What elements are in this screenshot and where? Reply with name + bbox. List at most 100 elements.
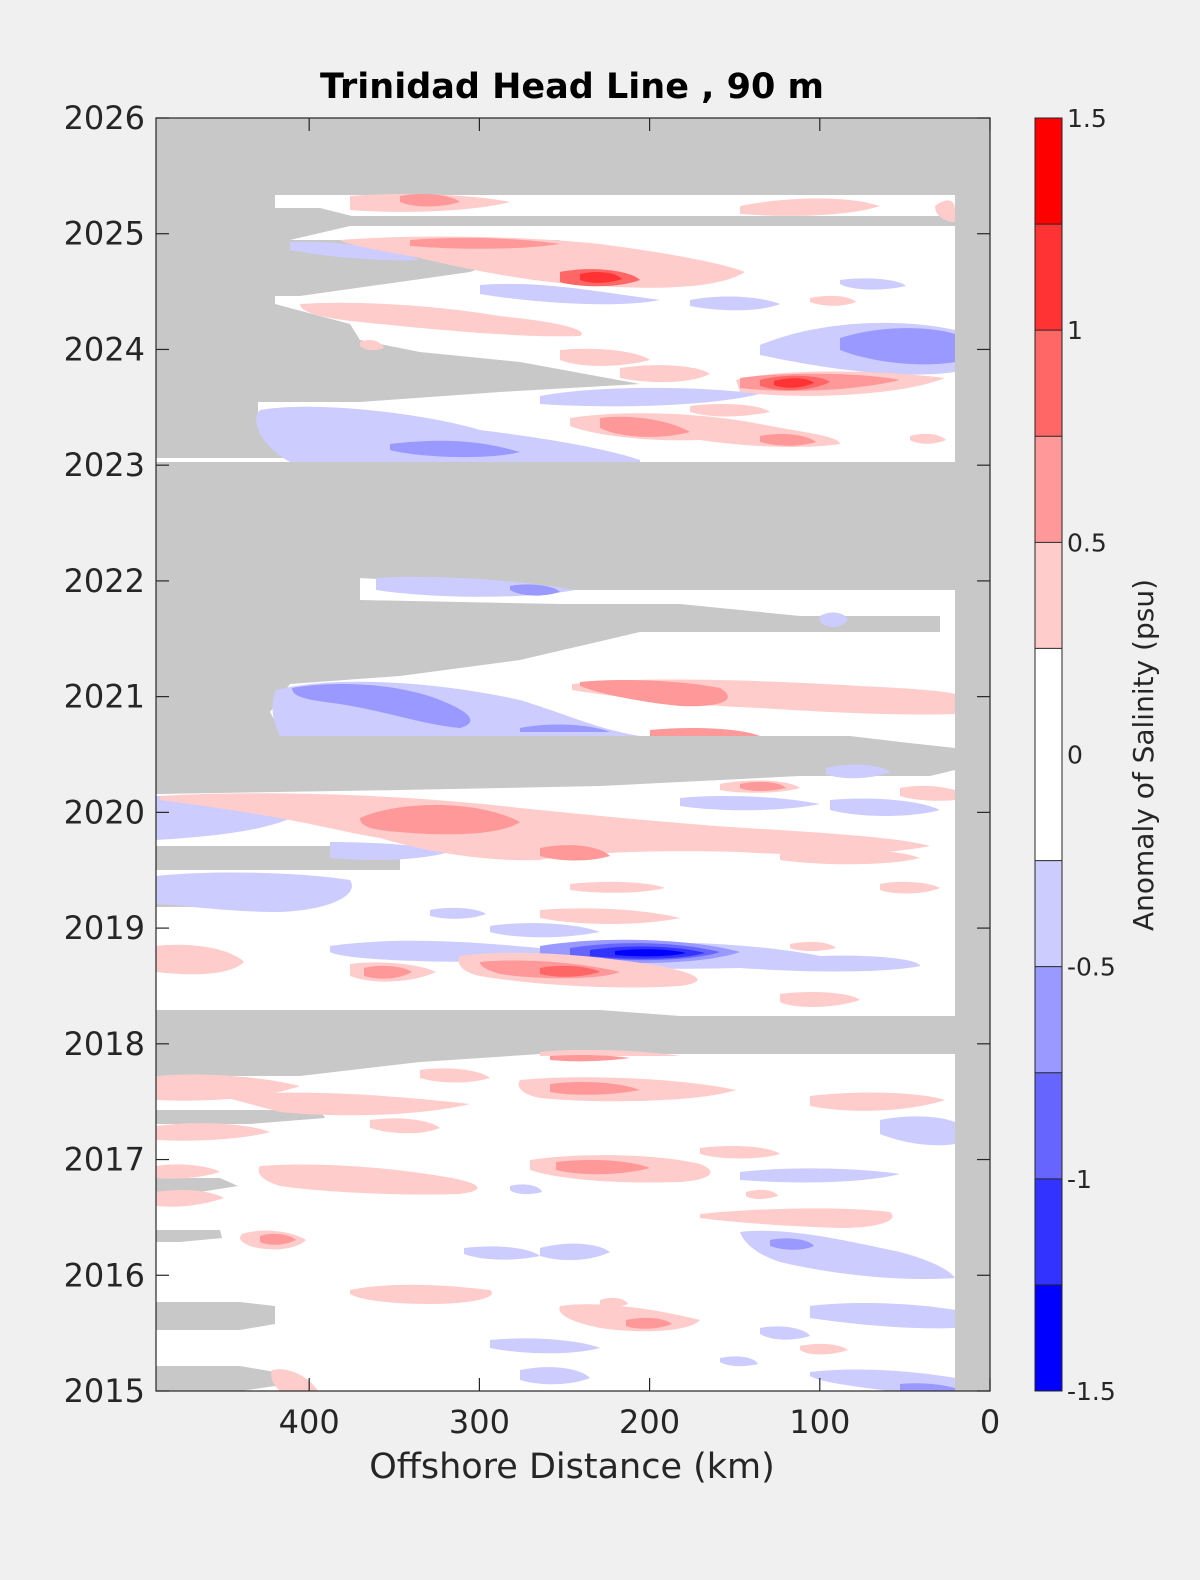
negative-anomaly-contour <box>520 724 610 732</box>
positive-anomaly-contour <box>360 340 384 351</box>
colorbar-segment <box>1035 966 1062 1073</box>
missing-data-region <box>156 462 990 794</box>
x-tick-label: 300 <box>449 1403 510 1441</box>
x-tick-label: 400 <box>279 1403 340 1441</box>
negative-anomaly-contour <box>615 949 686 957</box>
positive-anomaly-contour <box>370 1118 440 1134</box>
positive-anomaly-contour <box>156 1190 224 1207</box>
negative-anomaly-contours <box>156 241 955 1391</box>
y-tick-label: 2016 <box>64 1256 145 1294</box>
positive-anomaly-contour <box>600 416 690 437</box>
positive-anomaly-contour <box>260 1233 296 1245</box>
y-tick-label: 2015 <box>64 1372 145 1410</box>
colorbar-tick-label: -1 <box>1067 1165 1092 1194</box>
negative-anomaly-contour <box>540 387 760 407</box>
positive-anomaly-contour <box>880 881 940 894</box>
negative-anomaly-contour <box>900 1383 955 1391</box>
x-tick-label: 100 <box>789 1403 850 1441</box>
positive-anomaly-contour <box>220 1092 470 1116</box>
positive-anomaly-contour <box>300 302 582 337</box>
colorbar-segment <box>1035 1178 1062 1285</box>
plot-content <box>156 118 990 1391</box>
positive-anomaly-contour <box>810 1092 945 1111</box>
positive-anomaly-contour <box>156 1164 220 1179</box>
positive-anomaly-contour <box>580 271 622 283</box>
negative-anomaly-contour <box>826 764 890 779</box>
missing-data-region <box>156 118 990 195</box>
positive-anomaly-contour <box>340 236 745 288</box>
positive-anomaly-contour <box>774 378 814 388</box>
positive-anomaly-contour <box>626 1317 672 1329</box>
x-axis: 400 300 200 100 0 <box>279 118 1000 1441</box>
negative-anomaly-contour <box>520 1367 590 1385</box>
negative-anomaly-contour <box>820 612 848 627</box>
missing-data-region <box>156 195 955 458</box>
positive-anomaly-contour <box>700 1146 780 1159</box>
negative-anomaly-contour <box>430 907 486 919</box>
y-tick-label: 2020 <box>64 793 145 831</box>
positive-anomaly-contour <box>156 944 244 975</box>
y-tick-label: 2025 <box>64 215 145 253</box>
missing-data-region <box>156 1366 290 1391</box>
colorbar: -1.5 -1 -0.5 0 0.5 1 1.5 <box>1035 104 1116 1406</box>
positive-anomaly-contour <box>364 965 412 979</box>
positive-anomaly-contour <box>740 198 880 216</box>
plot-frame <box>155 117 991 1392</box>
missing-data-region <box>156 1230 222 1242</box>
positive-anomaly-contour <box>780 992 860 1007</box>
colorbar-frame <box>1034 117 1063 1392</box>
positive-anomaly-contour <box>400 194 460 207</box>
colorbar-tick-label: 0 <box>1067 741 1083 770</box>
missing-data-region <box>156 1302 275 1330</box>
negative-anomaly-contour <box>490 923 600 938</box>
positive-anomaly-contour <box>780 849 920 865</box>
positive-anomaly-contour <box>810 295 856 306</box>
missing-data-region <box>156 1178 238 1192</box>
y-tick-label: 2018 <box>64 1025 145 1063</box>
negative-anomaly-contour <box>840 328 955 365</box>
positive-anomaly-contour <box>550 1054 630 1062</box>
positive-anomaly-contour <box>271 1369 318 1391</box>
negative-anomaly-contour <box>840 278 906 290</box>
positive-anomaly-contour <box>935 200 955 222</box>
negative-anomaly-contour <box>760 1326 810 1340</box>
colorbar-tick-label: 1.5 <box>1067 104 1107 133</box>
positive-anomaly-contour <box>746 1189 778 1199</box>
positive-anomaly-contour <box>360 804 520 835</box>
y-tick-label: 2021 <box>64 678 145 716</box>
positive-anomaly-contour <box>690 404 770 417</box>
positive-anomaly-contour <box>410 237 560 249</box>
x-axis-label: Offshore Distance (km) <box>369 1447 775 1487</box>
negative-anomaly-contour <box>290 241 420 261</box>
positive-anomaly-contour <box>620 365 710 383</box>
colorbar-tick-label: 1 <box>1067 316 1083 345</box>
negative-anomaly-contour <box>330 842 450 860</box>
y-axis: 2015 2016 2017 2018 2019 2020 2021 2022 2023 2024… <box>64 99 990 1410</box>
positive-anomaly-contour <box>790 941 836 951</box>
negative-anomaly-contour <box>480 283 660 305</box>
negative-anomaly-contour <box>830 798 940 816</box>
positive-anomaly-contour <box>540 908 680 924</box>
colorbar-tick-label: -0.5 <box>1067 953 1116 982</box>
negative-anomaly-contour <box>292 684 471 728</box>
x-tick-label: 200 <box>619 1403 680 1441</box>
negative-anomaly-contour <box>680 796 820 811</box>
positive-anomaly-contours <box>156 194 955 1391</box>
colorbar-segment <box>1035 436 1062 543</box>
y-tick-label: 2024 <box>64 330 145 368</box>
positive-anomaly-contour <box>350 1284 492 1304</box>
colorbar-label: Anomaly of Salinity (psu) <box>1127 579 1160 931</box>
positive-anomaly-contour <box>760 434 816 446</box>
positive-anomaly-contour <box>740 781 786 791</box>
positive-anomaly-contour <box>700 1208 893 1228</box>
y-tick-label: 2026 <box>64 99 145 137</box>
y-tick-label: 2019 <box>64 909 145 947</box>
positive-anomaly-contour <box>540 845 610 861</box>
negative-anomaly-contour <box>510 584 560 596</box>
missing-data-region <box>955 118 990 1391</box>
positive-anomaly-contour <box>600 1297 628 1307</box>
positive-anomaly-contour <box>800 1343 848 1355</box>
positive-anomaly-contour <box>560 348 650 366</box>
colorbar-segment <box>1035 1072 1062 1179</box>
negative-anomaly-contour <box>390 440 520 458</box>
